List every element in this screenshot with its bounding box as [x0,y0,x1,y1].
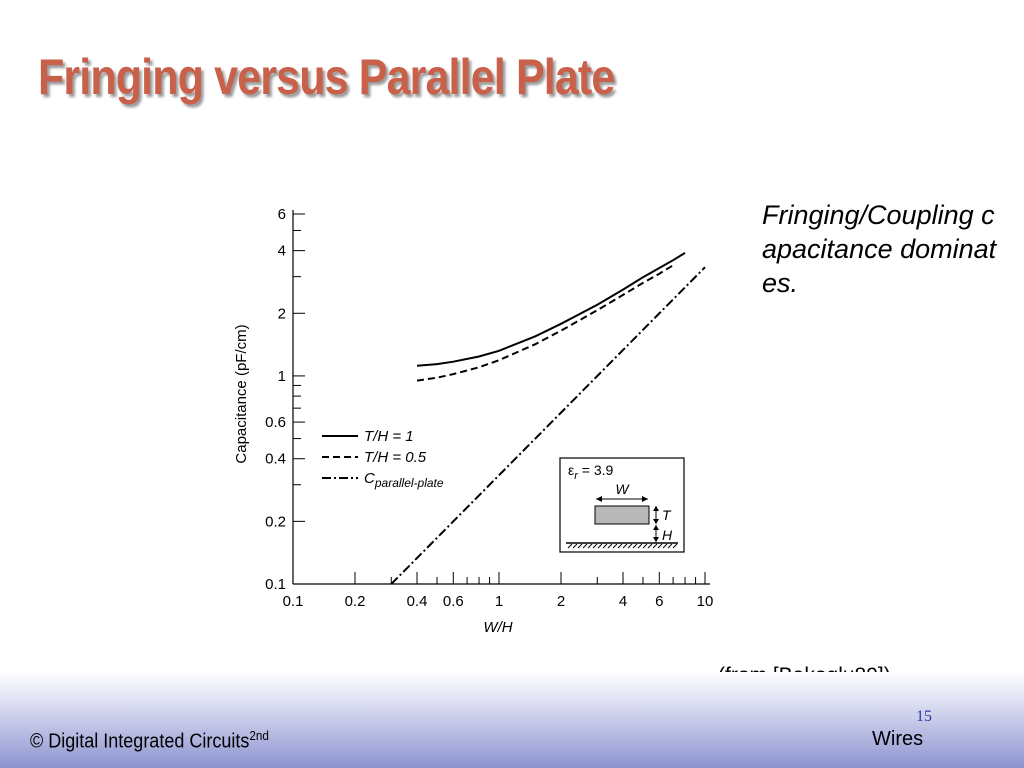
x-tick-label: 1 [495,593,503,610]
th-arrowheads [653,506,659,542]
series-line [390,266,706,585]
inset-ground-hatch [567,543,678,549]
side-text: Fringing/Coupling capacitance dominates. [762,200,997,298]
inset-t-label: T [662,507,672,523]
x-tick-label: 0.6 [443,593,464,610]
copyright-text: © Digital Integrated Circuits [30,730,250,753]
section-label: Wires [872,728,924,750]
legend-label: T/H = 1 [364,428,414,445]
series-line [416,252,686,367]
x-tick-label: 2 [557,593,565,610]
inset-frame [559,457,685,553]
x-tick-label: 0.2 [345,593,366,610]
y-tick-label: 0.2 [265,513,286,530]
capacitance-chart: 0.1 0.2 0.4 0.6 1 2 4 6 10 0.1 0.2 0.4 0.6 1 2 4 6 W/H Cap… [233,206,714,636]
y-tick-label: 6 [278,206,286,223]
series-line [416,264,674,382]
x-tick-label: 4 [619,593,627,610]
y-axis-title: Capacitance (pF/cm) [233,324,250,463]
slide-title: Fringing versus Parallel Plate [38,49,615,105]
y-tick-label: 4 [278,243,286,260]
inset-diagram: εr = 3.9W TH [559,457,685,553]
y-tick-label: 0.6 [265,414,286,431]
inset-h-label: H [662,527,673,543]
x-axis-title: W/H [483,619,512,636]
inset-epsilon-label: εr = 3.9 [568,462,614,482]
page-number: 15 [916,708,932,725]
x-tick-label: 6 [655,593,663,610]
y-tick-label: 1 [278,368,286,385]
y-tick-label: 2 [278,305,286,322]
x-tick-label: 0.1 [283,593,304,610]
footer-band [0,672,1024,768]
inset-w-label: W [615,481,630,497]
legend-label: T/H = 0.5 [364,449,427,466]
y-tick-label: 0.1 [265,576,286,593]
edition-superscript: 2nd [249,728,269,743]
inset-conductor [594,505,650,525]
footer-copyright: © Digital Integrated Circuits2nd [30,728,269,754]
x-tick-label: 0.4 [407,593,428,610]
legend-label: Cparallel-plate [364,470,444,490]
y-tick-label: 0.4 [265,451,286,468]
w-arrowheads [596,496,648,502]
x-tick-label: 10 [697,593,714,610]
